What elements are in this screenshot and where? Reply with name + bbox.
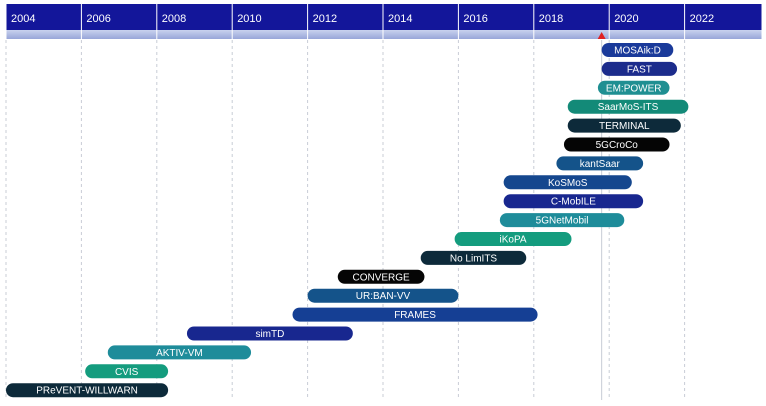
year-tick-label: 2014 — [388, 13, 412, 25]
x-axis-header: 2004 2006 2008 2010 2012 2014 2016 2018 2020 2022 — [5, 4, 763, 39]
project-bar-label: SaarMoS-ITS — [598, 102, 659, 113]
project-bar-label: MOSAik:D — [614, 46, 661, 57]
year-tick-label: 2012 — [313, 13, 337, 25]
project-bar — [85, 364, 169, 379]
project-bar-label: CONVERGE — [352, 272, 410, 283]
project-bar — [6, 383, 169, 398]
axis-header-band — [6, 4, 762, 30]
project-bar — [503, 175, 632, 190]
project-bar — [307, 288, 459, 303]
project-bar — [601, 43, 674, 57]
project-bar-label: simTD — [255, 329, 284, 340]
project-bar-label: TERMINAL — [599, 121, 650, 132]
project-bar-label: EM:POWER — [606, 83, 662, 94]
project-bar-label: 5GCroCo — [596, 140, 639, 151]
project-bar-label: KoSMoS — [548, 178, 588, 189]
year-tick-label: 2010 — [237, 13, 261, 25]
project-bar-label: FRAMES — [394, 310, 436, 321]
project-bar — [499, 213, 625, 228]
year-tick-label: 2020 — [614, 13, 638, 25]
project-bar — [107, 345, 252, 360]
project-bar — [420, 250, 527, 265]
project-bar-label: 5GNetMobil — [536, 216, 589, 227]
project-bar-label: FAST — [627, 64, 652, 75]
year-tick-label: 2022 — [690, 13, 714, 25]
project-bar — [563, 137, 670, 152]
project-bar-label: UR:BAN-VV — [356, 291, 411, 302]
project-bar-label: AKTIV-VM — [156, 348, 203, 359]
project-bars: MOSAik:D FAST EM:POWER SaarMoS-ITS TERMINAL 5… — [6, 43, 689, 398]
year-tick-label: 2008 — [162, 13, 186, 25]
project-bar — [567, 118, 681, 133]
project-bar — [601, 61, 678, 76]
project-bar — [597, 80, 670, 95]
project-bar-label: PReVENT-WILLWARN — [36, 386, 138, 397]
project-bar — [292, 307, 538, 322]
year-tick-label: 2004 — [11, 13, 35, 25]
project-bar-label: kantSaar — [580, 159, 621, 170]
project-bar-label: CVIS — [115, 367, 139, 378]
project-bar — [186, 326, 353, 341]
project-bar — [503, 194, 644, 209]
project-bar-label: iKoPA — [500, 235, 527, 246]
project-bar — [567, 99, 689, 114]
project-bar — [556, 156, 644, 171]
year-tick-label: 2006 — [86, 13, 110, 25]
project-bar-label: No LimITS — [450, 253, 498, 264]
project-bar — [454, 232, 572, 246]
current-year-marker — [597, 32, 606, 39]
project-bar — [337, 269, 425, 284]
project-bar-label: C-MobILE — [551, 197, 596, 208]
year-tick-label: 2016 — [463, 13, 487, 25]
year-tick-label: 2018 — [539, 13, 563, 25]
axis-header-shadow — [6, 30, 762, 39]
